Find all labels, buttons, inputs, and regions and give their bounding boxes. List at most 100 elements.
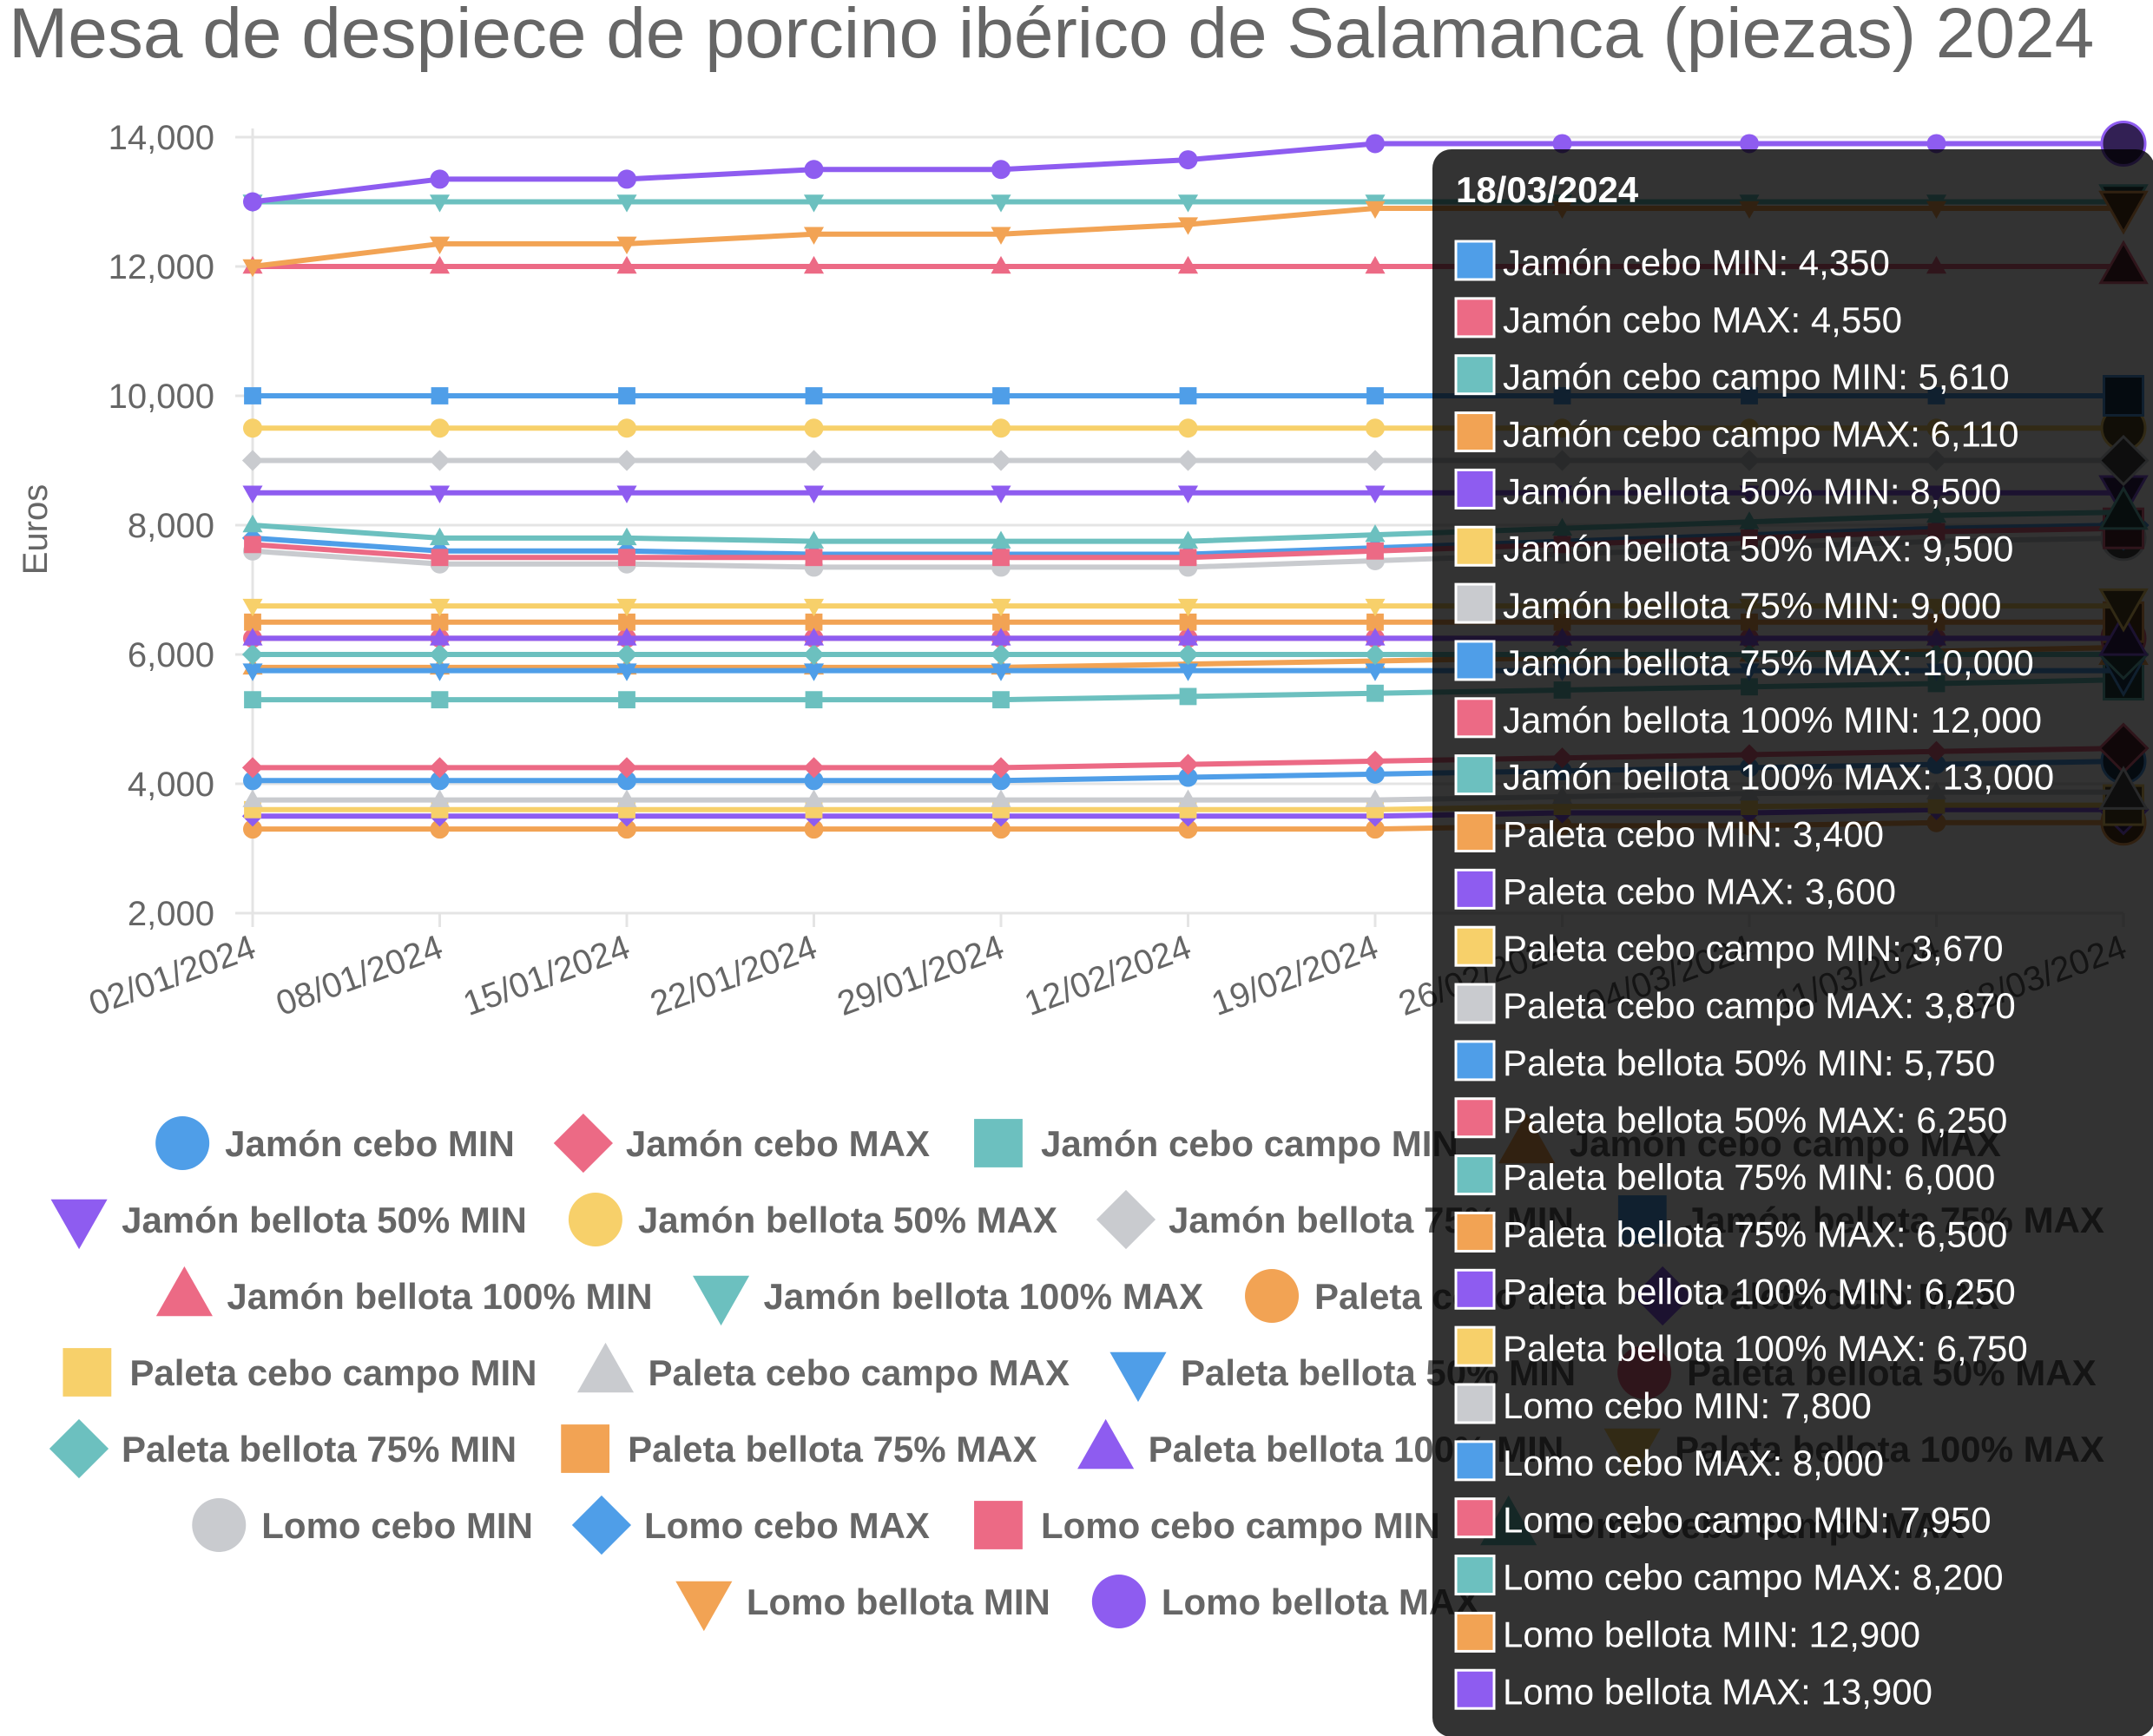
data-point[interactable]: [244, 613, 261, 631]
legend-item-lomo-cebo-campo-min[interactable]: Lomo cebo campo MIN: [974, 1501, 1440, 1549]
data-point[interactable]: [430, 169, 450, 189]
data-point[interactable]: [242, 485, 263, 503]
data-point[interactable]: [803, 598, 825, 617]
data-point[interactable]: [803, 643, 825, 666]
data-point[interactable]: [431, 387, 449, 404]
data-point[interactable]: [803, 628, 825, 646]
data-point[interactable]: [1366, 684, 1384, 702]
data-point[interactable]: [991, 598, 1011, 617]
data-point[interactable]: [991, 628, 1011, 646]
data-point[interactable]: [429, 628, 451, 646]
data-point[interactable]: [429, 527, 451, 546]
data-point[interactable]: [991, 530, 1011, 549]
data-point[interactable]: [1366, 819, 1385, 839]
data-point[interactable]: [1177, 663, 1199, 681]
data-point[interactable]: [805, 387, 823, 404]
data-point[interactable]: [241, 450, 264, 471]
data-point[interactable]: [616, 757, 638, 779]
data-point[interactable]: [618, 549, 635, 567]
legend-marker-icon[interactable]: [155, 1116, 210, 1170]
data-point[interactable]: [618, 387, 635, 404]
legend-marker-icon[interactable]: [49, 1418, 109, 1479]
data-point[interactable]: [803, 485, 825, 503]
data-point[interactable]: [431, 691, 449, 709]
data-point[interactable]: [803, 530, 825, 549]
legend-marker-icon[interactable]: [692, 1275, 750, 1326]
data-point[interactable]: [991, 663, 1011, 681]
data-point[interactable]: [1365, 663, 1386, 681]
data-point[interactable]: [1365, 598, 1386, 617]
data-point[interactable]: [1177, 789, 1199, 807]
data-point[interactable]: [990, 643, 1012, 666]
data-point[interactable]: [992, 613, 1010, 631]
legend-marker-icon[interactable]: [155, 1266, 213, 1317]
data-point[interactable]: [1177, 217, 1199, 235]
data-point[interactable]: [1179, 549, 1197, 567]
data-point[interactable]: [803, 663, 825, 681]
data-point[interactable]: [243, 771, 262, 791]
legend-marker-icon[interactable]: [553, 1113, 613, 1174]
legend-marker-icon[interactable]: [974, 1501, 1023, 1549]
data-point[interactable]: [1366, 418, 1385, 438]
data-point[interactable]: [1177, 643, 1199, 666]
data-point[interactable]: [617, 418, 636, 438]
data-point[interactable]: [991, 418, 1011, 438]
data-point[interactable]: [1177, 194, 1199, 213]
data-point[interactable]: [244, 387, 261, 404]
data-point[interactable]: [430, 771, 450, 791]
data-point[interactable]: [616, 598, 637, 617]
data-point[interactable]: [804, 819, 824, 839]
data-point[interactable]: [617, 169, 636, 189]
data-point[interactable]: [242, 598, 263, 617]
legend-marker-icon[interactable]: [561, 1424, 610, 1473]
legend-item-jamon-bellota-100pct-min[interactable]: Jamón bellota 100% MIN: [155, 1266, 653, 1317]
legend-marker-icon[interactable]: [1077, 1418, 1135, 1470]
legend-item-jamon-bellota-50pct-max[interactable]: Jamón bellota 50% MAX: [568, 1193, 1057, 1246]
data-point[interactable]: [616, 663, 637, 681]
data-point[interactable]: [617, 771, 636, 791]
data-point[interactable]: [805, 691, 823, 709]
data-point[interactable]: [244, 536, 261, 554]
data-point[interactable]: [616, 628, 637, 646]
legend-marker-icon[interactable]: [1245, 1269, 1300, 1323]
data-point[interactable]: [1365, 628, 1386, 646]
data-point[interactable]: [1179, 613, 1197, 631]
data-point[interactable]: [990, 450, 1012, 471]
data-point[interactable]: [242, 628, 263, 646]
data-point[interactable]: [618, 691, 635, 709]
data-point[interactable]: [803, 450, 825, 471]
data-point[interactable]: [803, 789, 825, 807]
data-point[interactable]: [242, 259, 263, 278]
legend-marker-icon[interactable]: [63, 1348, 112, 1397]
data-point[interactable]: [1178, 418, 1198, 438]
legend-marker-icon[interactable]: [50, 1199, 108, 1250]
legend-marker-icon[interactable]: [1091, 1575, 1146, 1628]
data-point[interactable]: [616, 789, 637, 807]
data-point[interactable]: [804, 418, 824, 438]
data-point[interactable]: [616, 236, 637, 255]
data-point[interactable]: [242, 789, 263, 807]
data-point[interactable]: [1177, 485, 1199, 503]
data-point[interactable]: [429, 255, 451, 274]
data-point[interactable]: [1364, 643, 1386, 666]
legend-item-lomo-cebo-max[interactable]: Lomo cebo MAX: [571, 1495, 930, 1555]
data-point[interactable]: [1366, 134, 1385, 154]
legend-marker-icon[interactable]: [192, 1498, 247, 1552]
data-point[interactable]: [1366, 387, 1384, 404]
legend-marker-icon[interactable]: [675, 1581, 733, 1632]
data-point[interactable]: [429, 663, 451, 681]
data-point[interactable]: [618, 613, 635, 631]
data-point[interactable]: [616, 485, 637, 503]
legend-item-lomo-bellota-min[interactable]: Lomo bellota MIN: [675, 1581, 1050, 1632]
data-point[interactable]: [241, 643, 264, 666]
data-point[interactable]: [991, 194, 1011, 213]
data-point[interactable]: [242, 514, 263, 533]
data-point[interactable]: [991, 160, 1011, 180]
data-point[interactable]: [1177, 598, 1199, 617]
legend-item-paleta-cebo-campo-min[interactable]: Paleta cebo campo MIN: [63, 1348, 537, 1397]
legend-marker-icon[interactable]: [568, 1193, 622, 1246]
data-point[interactable]: [991, 819, 1011, 839]
data-point[interactable]: [803, 757, 825, 779]
legend-marker-icon[interactable]: [571, 1495, 632, 1555]
